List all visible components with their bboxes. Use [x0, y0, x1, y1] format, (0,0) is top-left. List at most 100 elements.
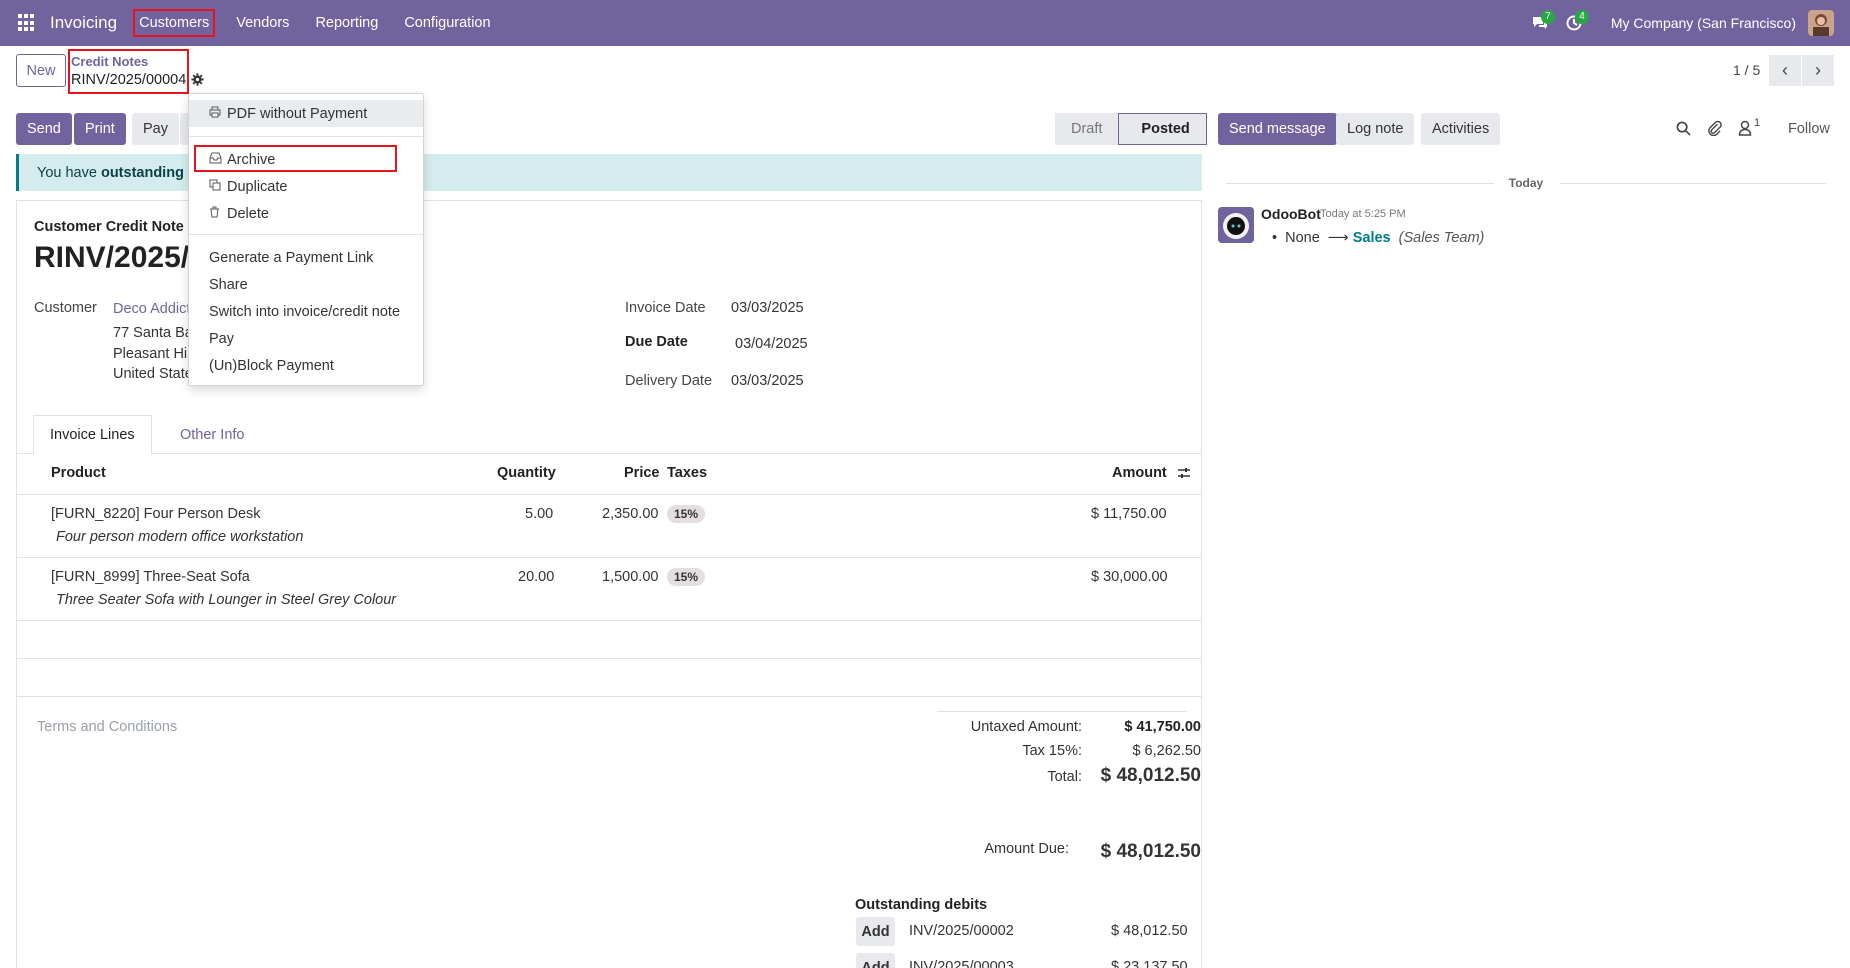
menu-archive[interactable]: Archive: [189, 146, 423, 173]
column-settings-icon[interactable]: [1177, 466, 1191, 484]
col-price[interactable]: Price: [624, 465, 660, 481]
col-quantity[interactable]: Quantity: [497, 465, 556, 481]
odoobot-avatar[interactable]: [1218, 207, 1254, 243]
menu-configuration[interactable]: Configuration: [404, 15, 491, 31]
empty-row[interactable]: [17, 659, 1201, 697]
app-title[interactable]: Invoicing: [50, 13, 118, 32]
col-amount[interactable]: Amount: [1112, 465, 1167, 481]
row-price: 2,350.00: [602, 506, 659, 522]
row-tax-tag: 15%: [667, 505, 706, 523]
pager-next-button[interactable]: ›: [1802, 55, 1834, 86]
menu-customers[interactable]: Customers: [133, 9, 216, 37]
delivery-date-value[interactable]: 03/03/2025: [731, 373, 804, 389]
status-bar: Draft Posted: [1055, 113, 1207, 145]
menu-share[interactable]: Share: [209, 276, 248, 293]
log-note-button[interactable]: Log note: [1336, 113, 1415, 145]
customer-label: Customer: [34, 300, 97, 316]
row-amount: $ 30,000.00: [1091, 569, 1168, 585]
invoice-date-value[interactable]: 03/03/2025: [731, 300, 804, 316]
paperclip-icon[interactable]: [1707, 120, 1722, 139]
trash-icon: [209, 206, 227, 221]
arrow-right-icon: ⟶: [1323, 230, 1353, 246]
search-icon[interactable]: [1676, 121, 1691, 139]
activities-button[interactable]: Activities: [1421, 113, 1501, 145]
gear-icon[interactable]: [191, 73, 204, 89]
tracking-new-value: Sales: [1352, 230, 1391, 246]
menu-generate-payment-link[interactable]: Generate a Payment Link: [209, 249, 374, 266]
customer-name[interactable]: Deco Addict: [113, 301, 191, 317]
due-date-value[interactable]: 03/04/2025: [735, 336, 808, 352]
table-row[interactable]: [FURN_8999] Three-Seat Sofa Three Seater…: [17, 558, 1201, 621]
tracking-field: (Sales Team): [1398, 230, 1485, 246]
add-outstanding-button[interactable]: Add: [856, 917, 895, 946]
followers-icon[interactable]: [1738, 120, 1752, 139]
row-description: Four person modern office workstation: [56, 529, 304, 545]
tab-other-info[interactable]: Other Info: [180, 427, 245, 443]
messages-button[interactable]: 7: [1523, 0, 1557, 46]
menu-pay[interactable]: Pay: [209, 330, 234, 347]
pager-value[interactable]: 1 / 5: [1733, 62, 1761, 78]
breadcrumb-parent[interactable]: Credit Notes: [71, 54, 149, 69]
alert-text: You have: [37, 164, 101, 181]
outstanding-ref[interactable]: INV/2025/00003: [909, 959, 1014, 968]
tax-label: Tax 15%:: [1022, 743, 1082, 759]
empty-row[interactable]: [17, 621, 1201, 659]
tax-value: $ 6,262.50: [1132, 743, 1201, 759]
message-author[interactable]: OdooBot: [1261, 206, 1321, 222]
document-type: Customer Credit Note: [34, 219, 184, 235]
menu-switch-invoice-credit-note[interactable]: Switch into invoice/credit note: [209, 303, 401, 320]
breadcrumb-highlight: [68, 49, 189, 94]
document-name: RINV/2025/00004: [34, 241, 194, 274]
row-product[interactable]: [FURN_8220] Four Person Desk: [51, 506, 261, 522]
menu-unblock-payment[interactable]: (Un)Block Payment: [209, 357, 334, 374]
status-draft[interactable]: Draft: [1055, 113, 1119, 145]
send-message-button[interactable]: Send message: [1218, 113, 1337, 145]
more-actions-button[interactable]: [180, 113, 190, 145]
copy-icon: [209, 179, 227, 194]
print-button[interactable]: Print: [74, 113, 126, 145]
follow-button[interactable]: Follow: [1788, 121, 1830, 137]
gear-actions-dropdown: PDF without Payment Archive Duplicate De…: [188, 93, 424, 386]
tab-invoice-lines[interactable]: Invoice Lines: [33, 415, 152, 455]
divider: [189, 234, 423, 235]
top-navbar: Invoicing Customers Vendors Reporting Co…: [0, 0, 1850, 46]
terms-placeholder[interactable]: Terms and Conditions: [37, 719, 178, 735]
chevron-right-icon: ›: [1815, 60, 1821, 80]
send-button[interactable]: Send: [16, 113, 72, 145]
apps-menu-icon[interactable]: [18, 14, 36, 32]
pay-button[interactable]: Pay: [132, 113, 179, 145]
menu-vendors[interactable]: Vendors: [236, 15, 290, 31]
total-value: $ 48,012.50: [1100, 765, 1201, 786]
col-product[interactable]: Product: [51, 465, 106, 481]
divider: [1226, 183, 1494, 184]
activities-button[interactable]: 4: [1557, 0, 1591, 46]
menu-item-label: PDF without Payment: [227, 105, 368, 122]
col-taxes[interactable]: Taxes: [667, 465, 708, 481]
followers-count: 1: [1754, 117, 1761, 129]
company-switcher[interactable]: My Company (San Francisco): [1610, 15, 1796, 31]
menu-duplicate[interactable]: Duplicate: [189, 173, 423, 200]
user-avatar[interactable]: [1808, 10, 1834, 36]
lines-table-header: Product Quantity Price Taxes Amount: [17, 454, 1201, 495]
add-outstanding-button[interactable]: Add: [856, 953, 895, 968]
delivery-date-label: Delivery Date: [625, 373, 713, 389]
total-label: Total:: [1047, 769, 1082, 785]
outstanding-ref[interactable]: INV/2025/00002: [909, 923, 1014, 939]
menu-item-label: Delete: [227, 205, 269, 222]
menu-reporting[interactable]: Reporting: [315, 15, 379, 31]
menu-pdf-without-payment[interactable]: PDF without Payment: [189, 100, 423, 127]
menu-delete[interactable]: Delete: [189, 200, 423, 227]
table-row[interactable]: [FURN_8220] Four Person Desk Four person…: [17, 495, 1201, 558]
menu-item-label: Duplicate: [227, 178, 288, 195]
row-product[interactable]: [FURN_8999] Three-Seat Sofa: [51, 569, 250, 585]
customer-address-line3: United States: [113, 366, 201, 382]
row-description: Three Seater Sofa with Lounger in Steel …: [56, 592, 397, 608]
row-quantity: 5.00: [525, 506, 554, 522]
amount-due-value: $ 48,012.50: [1100, 841, 1201, 862]
archive-highlight: [194, 145, 397, 172]
new-button[interactable]: New: [16, 54, 66, 87]
due-date-label: Due Date: [625, 334, 688, 350]
inbox-icon: [209, 152, 227, 167]
row-price: 1,500.00: [602, 569, 659, 585]
pager-previous-button[interactable]: ‹: [1769, 55, 1801, 86]
